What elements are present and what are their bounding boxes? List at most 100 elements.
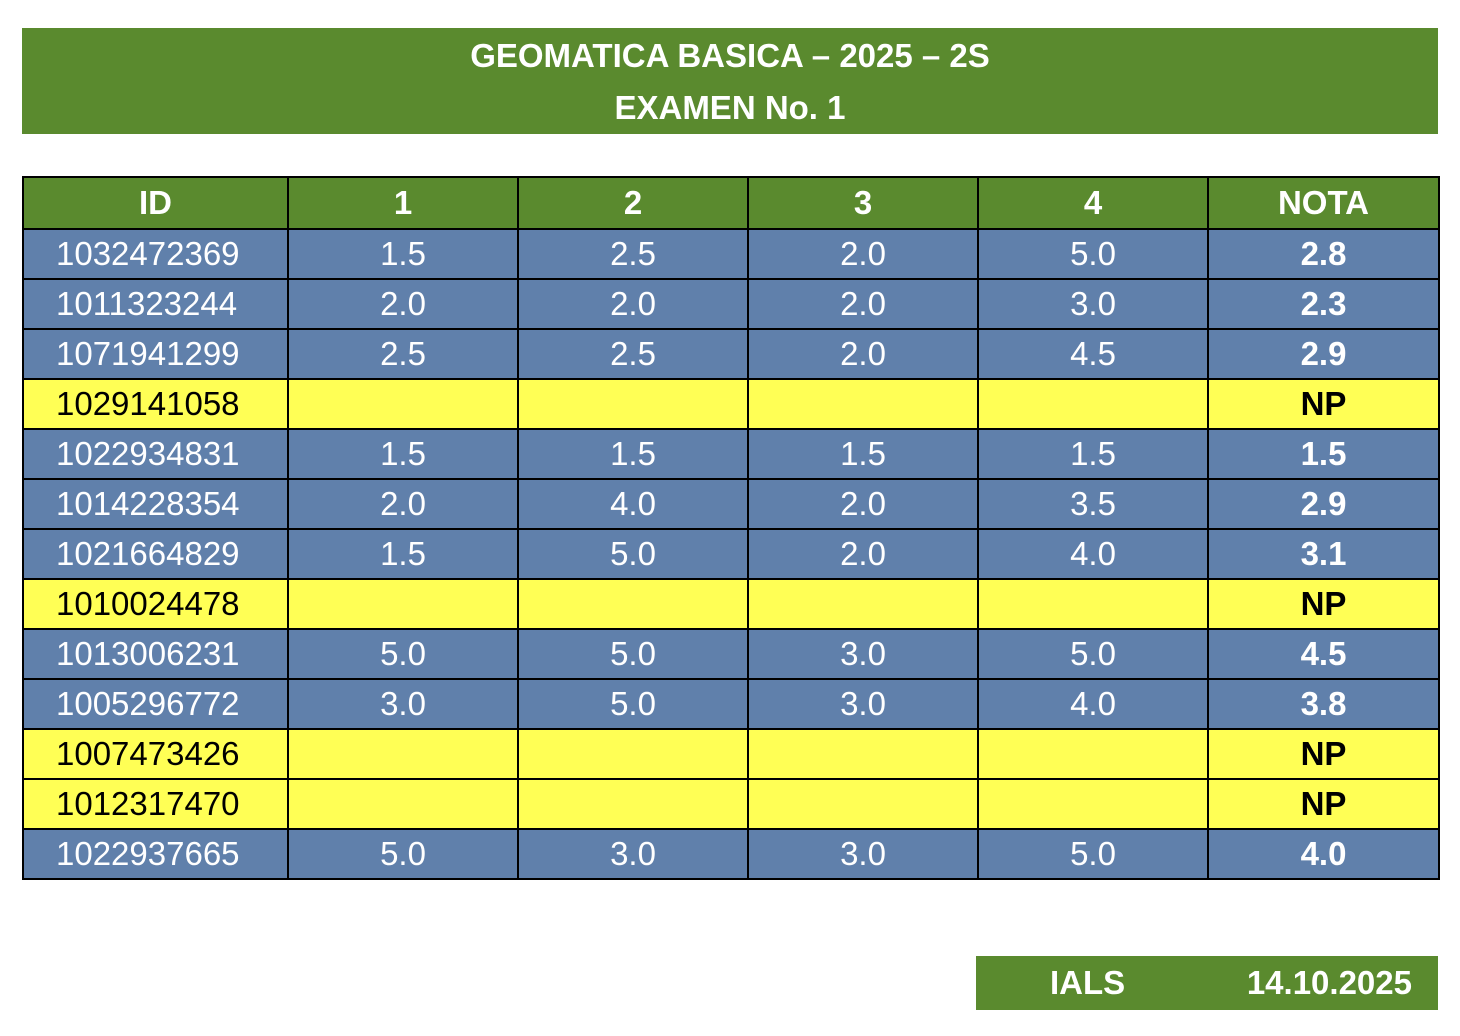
cell-q3: 3.0: [747, 678, 979, 730]
cell-q2: 1.5: [517, 428, 749, 480]
grades-table: ID 1 2 3 4 NOTA 1032472369 1.5 2.5 2.0 5.0 2.…: [22, 176, 1440, 880]
cell-nota: 1.5: [1207, 428, 1440, 480]
cell-id: 1013006231: [22, 628, 289, 680]
column-header-q2: 2: [517, 176, 749, 230]
cell-q2: 2.0: [517, 278, 749, 330]
column-header-q3: 3: [747, 176, 979, 230]
cell-q2: 5.0: [517, 628, 749, 680]
cell-id: 1014228354: [22, 478, 289, 530]
cell-id: 1021664829: [22, 528, 289, 580]
cell-id: 1022934831: [22, 428, 289, 480]
column-header-id: ID: [22, 176, 289, 230]
cell-id: 1011323244: [22, 278, 289, 330]
table-row: 1032472369 1.5 2.5 2.0 5.0 2.8: [22, 228, 1440, 280]
column-header-q4: 4: [977, 176, 1209, 230]
table-row: 1022937665 5.0 3.0 3.0 5.0 4.0: [22, 828, 1440, 880]
cell-q2: [517, 578, 749, 630]
cell-q3: 2.0: [747, 528, 979, 580]
cell-q1: 5.0: [287, 828, 519, 880]
cell-q1: 2.0: [287, 278, 519, 330]
cell-nota: NP: [1207, 728, 1440, 780]
cell-q4: 1.5: [977, 428, 1209, 480]
page-subtitle: EXAMEN No. 1: [614, 89, 846, 126]
cell-q2: [517, 728, 749, 780]
cell-q4: [977, 378, 1209, 430]
table-header-row: ID 1 2 3 4 NOTA: [22, 176, 1440, 230]
cell-q3: 3.0: [747, 628, 979, 680]
cell-q3: 2.0: [747, 278, 979, 330]
cell-q3: [747, 378, 979, 430]
cell-q2: [517, 378, 749, 430]
cell-nota: 2.9: [1207, 478, 1440, 530]
cell-nota: 4.0: [1207, 828, 1440, 880]
grades-table-body: 1032472369 1.5 2.5 2.0 5.0 2.8 1011323244 2.0 2.…: [22, 228, 1440, 880]
column-header-nota: NOTA: [1207, 176, 1440, 230]
cell-id: 1012317470: [22, 778, 289, 830]
cell-q3: [747, 728, 979, 780]
table-row: 1011323244 2.0 2.0 2.0 3.0 2.3: [22, 278, 1440, 330]
cell-nota: NP: [1207, 578, 1440, 630]
cell-q4: 3.0: [977, 278, 1209, 330]
table-row: 1007473426 NP: [22, 728, 1440, 780]
table-row: 1022934831 1.5 1.5 1.5 1.5 1.5: [22, 428, 1440, 480]
table-row: 1071941299 2.5 2.5 2.0 4.5 2.9: [22, 328, 1440, 380]
cell-q1: 2.5: [287, 328, 519, 380]
cell-q1: 1.5: [287, 528, 519, 580]
table-row: 1005296772 3.0 5.0 3.0 4.0 3.8: [22, 678, 1440, 730]
cell-nota: 3.8: [1207, 678, 1440, 730]
cell-q3: 2.0: [747, 328, 979, 380]
cell-q1: 1.5: [287, 428, 519, 480]
cell-q4: [977, 578, 1209, 630]
cell-nota: NP: [1207, 378, 1440, 430]
cell-q2: [517, 778, 749, 830]
cell-q2: 2.5: [517, 228, 749, 280]
cell-q4: [977, 728, 1209, 780]
cell-nota: 2.3: [1207, 278, 1440, 330]
table-row: 1012317470 NP: [22, 778, 1440, 830]
cell-q1: 3.0: [287, 678, 519, 730]
cell-q4: 3.5: [977, 478, 1209, 530]
cell-q1: 5.0: [287, 628, 519, 680]
table-row: 1029141058 NP: [22, 378, 1440, 430]
cell-q3: [747, 578, 979, 630]
cell-id: 1005296772: [22, 678, 289, 730]
cell-q4: 4.0: [977, 678, 1209, 730]
footer-author: IALS: [1050, 964, 1126, 1001]
cell-q2: 5.0: [517, 678, 749, 730]
cell-q4: 5.0: [977, 228, 1209, 280]
cell-q1: [287, 578, 519, 630]
cell-q3: 2.0: [747, 478, 979, 530]
table-row: 1021664829 1.5 5.0 2.0 4.0 3.1: [22, 528, 1440, 580]
table-row: 1010024478 NP: [22, 578, 1440, 630]
cell-q2: 3.0: [517, 828, 749, 880]
cell-q1: 2.0: [287, 478, 519, 530]
cell-q4: 4.0: [977, 528, 1209, 580]
page-title: GEOMATICA BASICA – 2025 – 2S: [470, 37, 990, 74]
cell-nota: 4.5: [1207, 628, 1440, 680]
cell-q3: 1.5: [747, 428, 979, 480]
cell-id: 1022937665: [22, 828, 289, 880]
cell-nota: 2.8: [1207, 228, 1440, 280]
cell-q4: [977, 778, 1209, 830]
title-banner: GEOMATICA BASICA – 2025 – 2S EXAMEN No. …: [22, 28, 1438, 134]
cell-q3: 2.0: [747, 228, 979, 280]
cell-q4: 4.5: [977, 328, 1209, 380]
table-row: 1014228354 2.0 4.0 2.0 3.5 2.9: [22, 478, 1440, 530]
cell-q3: [747, 778, 979, 830]
cell-q2: 4.0: [517, 478, 749, 530]
cell-nota: NP: [1207, 778, 1440, 830]
cell-q2: 2.5: [517, 328, 749, 380]
cell-q3: 3.0: [747, 828, 979, 880]
cell-id: 1010024478: [22, 578, 289, 630]
cell-id: 1071941299: [22, 328, 289, 380]
cell-q4: 5.0: [977, 628, 1209, 680]
cell-q4: 5.0: [977, 828, 1209, 880]
table-row: 1013006231 5.0 5.0 3.0 5.0 4.5: [22, 628, 1440, 680]
cell-id: 1007473426: [22, 728, 289, 780]
footer-bar: IALS 14.10.2025: [976, 956, 1438, 1010]
cell-nota: 3.1: [1207, 528, 1440, 580]
cell-q2: 5.0: [517, 528, 749, 580]
cell-q1: [287, 778, 519, 830]
cell-q1: [287, 378, 519, 430]
column-header-q1: 1: [287, 176, 519, 230]
